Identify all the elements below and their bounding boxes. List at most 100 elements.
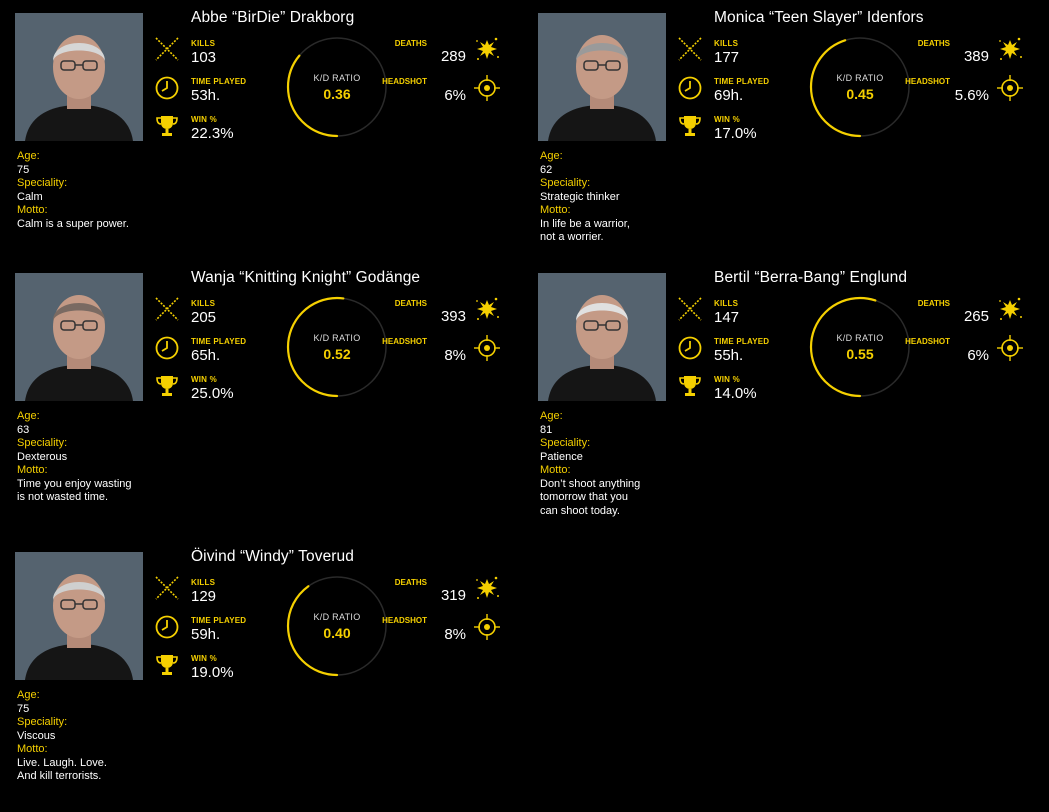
age-value: 81: [540, 423, 553, 436]
win-value: 14.0%: [714, 385, 757, 402]
kd-ratio-value: 0.55: [846, 346, 874, 362]
clock-icon: [676, 334, 704, 362]
player-name: Bertil “Berra-Bang” Englund: [714, 269, 908, 286]
age-value: 75: [17, 702, 30, 715]
headshot-value: 6%: [444, 87, 466, 104]
player-bio: Age: 75 Speciality: Calm Motto: Calm is …: [17, 150, 217, 231]
kills-value: 177: [714, 49, 740, 66]
player-bio: Age: 63 Speciality: Dexterous Motto: Tim…: [17, 410, 217, 505]
win-label: WIN %: [714, 375, 740, 384]
headshot-label: HEADSHOT: [905, 77, 950, 86]
kills-value: 147: [714, 309, 740, 326]
kills-label: KILLS: [191, 299, 216, 308]
player-card-3: Wanja “Knitting Knight” Godänge KILLS 20…: [15, 269, 515, 533]
clock-icon: [153, 613, 181, 641]
kd-ratio-gauge: K/D RATIO 0.36: [285, 35, 389, 139]
crosshair-icon: [473, 334, 501, 362]
kd-ratio-label: K/D RATIO: [836, 73, 884, 83]
age-value: 63: [17, 423, 30, 436]
portrait-avatar: [15, 273, 143, 401]
headshot-label: HEADSHOT: [382, 77, 427, 86]
time-played-value: 53h.: [191, 87, 221, 104]
age-label: Age:: [540, 150, 563, 162]
player-card-4: Bertil “Berra-Bang” Englund KILLS 147 TI…: [538, 269, 1038, 533]
splat-icon: [473, 35, 501, 63]
kills-label: KILLS: [714, 39, 739, 48]
kills-value: 103: [191, 49, 217, 66]
time-played-label: TIME PLAYED: [191, 77, 247, 86]
player-photo: [15, 273, 143, 401]
crossed-swords-icon: [153, 574, 181, 602]
trophy-icon: [153, 112, 181, 140]
player-card-1: Abbe “BirDie” Drakborg KILLS 103 TIME PL…: [15, 9, 515, 273]
player-name: Abbe “BirDie” Drakborg: [191, 9, 355, 26]
speciality-label: Speciality:: [17, 177, 68, 189]
headshot-value: 8%: [444, 347, 466, 364]
speciality-label: Speciality:: [540, 177, 591, 189]
motto-label: Motto:: [540, 464, 571, 476]
speciality-label: Speciality:: [17, 437, 68, 449]
time-played-value: 55h.: [714, 347, 744, 364]
crossed-swords-icon: [676, 35, 704, 63]
win-value: 19.0%: [191, 664, 234, 681]
crossed-swords-icon: [676, 295, 704, 323]
kills-value: 129: [191, 588, 217, 605]
player-bio: Age: 62 Speciality: Strategic thinker Mo…: [540, 150, 740, 245]
trophy-icon: [153, 651, 181, 679]
clock-icon: [676, 74, 704, 102]
splat-icon: [473, 295, 501, 323]
win-value: 25.0%: [191, 385, 234, 402]
kd-ratio-label: K/D RATIO: [313, 612, 361, 622]
kills-label: KILLS: [191, 578, 216, 587]
motto-label: Motto:: [17, 464, 48, 476]
kd-ratio-gauge: K/D RATIO 0.45: [808, 35, 912, 139]
headshot-value: 6%: [967, 347, 989, 364]
splat-icon: [473, 574, 501, 602]
time-played-label: TIME PLAYED: [191, 616, 247, 625]
speciality-value: Viscous: [17, 729, 56, 742]
kills-label: KILLS: [714, 299, 739, 308]
portrait-avatar: [15, 552, 143, 680]
kd-ratio-value: 0.40: [323, 625, 351, 641]
time-played-value: 65h.: [191, 347, 221, 364]
player-photo: [15, 552, 143, 680]
headshot-label: HEADSHOT: [382, 616, 427, 625]
player-bio: Age: 75 Speciality: Viscous Motto: Live.…: [17, 689, 217, 784]
speciality-value: Patience: [540, 450, 583, 463]
motto-label: Motto:: [17, 204, 48, 216]
kd-ratio-value: 0.52: [323, 346, 351, 362]
time-played-label: TIME PLAYED: [714, 337, 770, 346]
win-value: 22.3%: [191, 125, 234, 142]
kills-value: 205: [191, 309, 217, 326]
kd-ratio-label: K/D RATIO: [313, 333, 361, 343]
win-label: WIN %: [191, 375, 217, 384]
deaths-label: DEATHS: [394, 299, 427, 308]
player-photo: [15, 13, 143, 141]
speciality-value: Calm: [17, 190, 43, 203]
deaths-value: 319: [440, 587, 466, 604]
splat-icon: [996, 35, 1024, 63]
time-played-value: 59h.: [191, 626, 221, 643]
kd-ratio-gauge: K/D RATIO 0.55: [808, 295, 912, 399]
age-label: Age:: [17, 689, 40, 701]
age-label: Age:: [17, 410, 40, 422]
deaths-label: DEATHS: [394, 578, 427, 587]
age-label: Age:: [540, 410, 563, 422]
motto-label: Motto:: [17, 743, 48, 755]
trophy-icon: [153, 372, 181, 400]
crosshair-icon: [996, 74, 1024, 102]
clock-icon: [153, 334, 181, 362]
headshot-value: 8%: [444, 626, 466, 643]
clock-icon: [153, 74, 181, 102]
motto-label: Motto:: [540, 204, 571, 216]
deaths-label: DEATHS: [917, 39, 950, 48]
player-card-5: Öivind “Windy” Toverud KILLS 129 TIME PL…: [15, 548, 515, 812]
motto-value: Don’t shoot anything tomorrow that you c…: [540, 477, 641, 517]
player-photo: [538, 273, 666, 401]
headshot-label: HEADSHOT: [382, 337, 427, 346]
trophy-icon: [676, 372, 704, 400]
player-name: Monica “Teen Slayer” Idenfors: [714, 9, 924, 26]
kd-ratio-gauge: K/D RATIO 0.52: [285, 295, 389, 399]
motto-value: Live. Laugh. Love. And kill terrorists.: [17, 756, 107, 783]
age-value: 75: [17, 163, 30, 176]
